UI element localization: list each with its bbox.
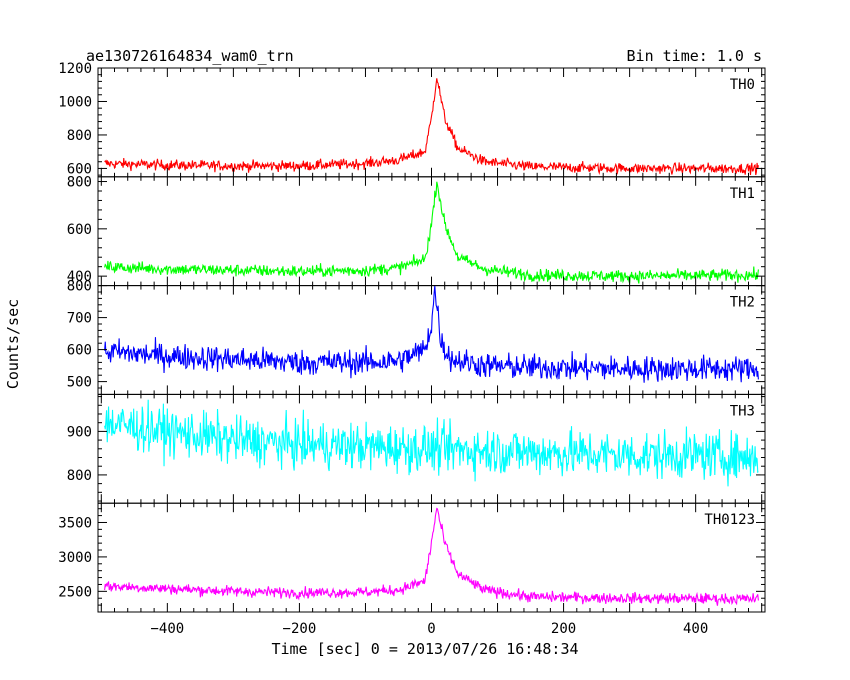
bin-time-label: Bin time: 1.0 s <box>627 47 762 65</box>
y-axis-label: Counts/sec <box>4 299 22 389</box>
panels-group: 60080010001200TH0400600800TH150060070080… <box>58 61 766 637</box>
y-tick-label: 800 <box>67 175 92 191</box>
series-line-th2 <box>104 285 759 383</box>
y-tick-label: 1200 <box>58 61 92 77</box>
series-line-th0123 <box>104 507 759 606</box>
panel-th1: 400 600 800 TH1 <box>67 175 766 287</box>
x-tick-label: 400 <box>683 621 708 637</box>
chart-title: ae130726164834_wam0_trn <box>86 47 294 65</box>
y-tick-label: 800 <box>67 468 92 484</box>
panel-label-th3: TH3 <box>730 403 755 419</box>
y-tick-label: 3500 <box>58 515 92 531</box>
y-tick-label: 3000 <box>58 550 92 566</box>
y-tick-label: 400 <box>67 269 92 285</box>
y-tick-label: 600 <box>67 343 92 359</box>
x-tick-label: 0 <box>427 621 435 637</box>
panel-th0123: 2500 3000 3500 TH0123 <box>58 502 766 613</box>
panel-label-th0123: TH0123 <box>704 512 755 528</box>
panel-th3: 800 900 TH3 <box>67 393 766 504</box>
y-tick-label: 800 <box>67 128 92 144</box>
x-tick-label: −400 <box>150 621 184 637</box>
x-tick-label: 200 <box>551 621 576 637</box>
y-tick-label: 1000 <box>58 94 92 110</box>
panel-frame-th0 <box>97 67 766 178</box>
panel-th2: 500 600 700 800 TH2 <box>67 279 766 395</box>
series-line-th1 <box>104 181 759 284</box>
panel-label-th0: TH0 <box>730 77 755 93</box>
y-tick-label: 700 <box>67 311 92 327</box>
y-tick-label: 600 <box>67 222 92 238</box>
panel-frame-th2 <box>97 285 766 395</box>
y-tick-label: 800 <box>67 279 92 295</box>
y-tick-label: 900 <box>67 424 92 440</box>
series-line-th3 <box>104 399 759 487</box>
panel-label-th2: TH2 <box>730 295 755 311</box>
panel-label-th1: TH1 <box>730 186 755 202</box>
panel-frame-th0123 <box>97 502 766 613</box>
x-tick-label: −200 <box>283 621 317 637</box>
panel-th0: 600 800 1000 1200 TH0 <box>58 61 766 178</box>
y-tick-label: 2500 <box>58 584 92 600</box>
x-axis-label: Time [sec] 0 = 2013/07/26 16:48:34 <box>271 640 578 658</box>
y-tick-label: 500 <box>67 375 92 391</box>
y-tick-label: 600 <box>67 161 92 177</box>
series-line-th0 <box>104 78 759 176</box>
